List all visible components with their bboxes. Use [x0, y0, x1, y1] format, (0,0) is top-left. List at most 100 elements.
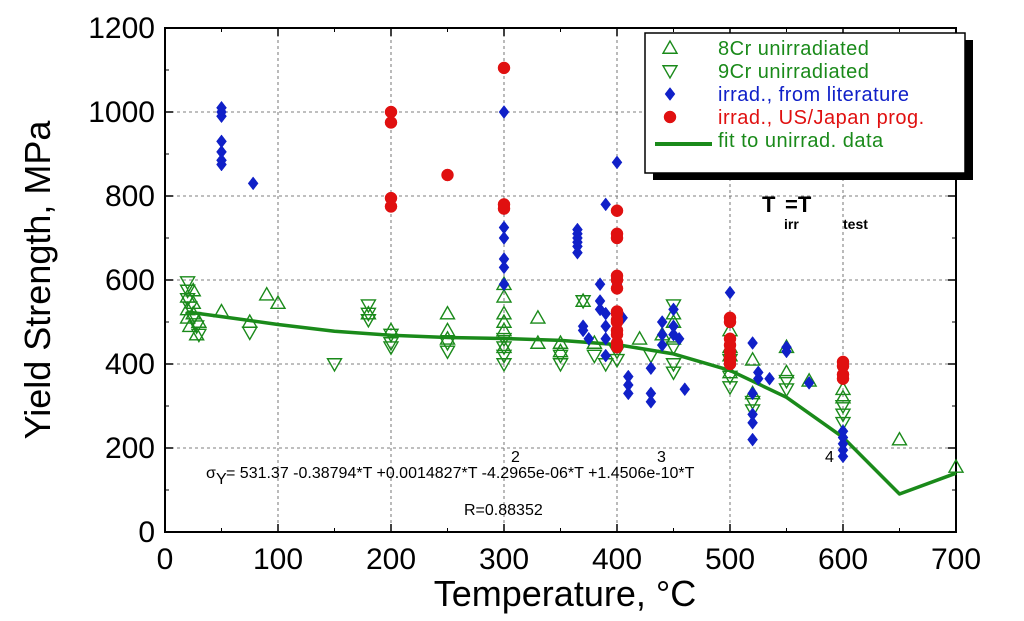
data-point-triangle-down [190, 328, 208, 344]
x-tick-label: 600 [818, 543, 868, 576]
data-point-diamond [656, 338, 668, 353]
data-point-triangle-up [665, 305, 682, 320]
legend-symbol-diamond [664, 87, 676, 101]
legend-label: fit to unirrad. data [718, 130, 884, 152]
data-point-triangle-down [665, 366, 682, 381]
data-point-triangle-up [439, 305, 456, 320]
fit-formula: σ Y = 531.37 -0.38794*T +0.0014827*T -4.… [206, 449, 834, 519]
data-point-triangle-up [439, 321, 456, 337]
y-tick-label: 1000 [88, 96, 155, 129]
data-point-triangle-down [188, 320, 205, 335]
data-point-circle [610, 282, 624, 295]
data-point-circle [384, 105, 398, 119]
data-point-triangle-up [834, 389, 852, 404]
y-axis-title: Yield Strength, MPa [17, 120, 58, 440]
data-point-circle [610, 340, 624, 354]
data-point-triangle-up [574, 292, 592, 307]
formula-exp-4: 4 [825, 449, 834, 466]
data-point-diamond [498, 105, 510, 119]
data-point-diamond [803, 375, 815, 390]
data-point-triangle-down [552, 349, 569, 365]
data-point-diamond [645, 361, 657, 376]
data-point-triangle-down [181, 301, 199, 316]
data-point-diamond [724, 285, 736, 300]
data-point-diamond [577, 323, 589, 338]
data-point-diamond [622, 386, 634, 401]
data-point-triangle-down [179, 276, 196, 291]
fit-line [187, 310, 957, 496]
data-point-diamond [600, 197, 612, 212]
data-point-diamond [498, 260, 510, 275]
data-point-triangle-down [574, 295, 592, 310]
data-point-diamond [216, 109, 227, 124]
data-point-triangle-up [495, 305, 513, 320]
data-point-circle [610, 231, 624, 245]
data-point-diamond [747, 336, 758, 350]
data-point-diamond [600, 331, 612, 346]
formula-exp-3: 3 [657, 449, 666, 466]
data-point-diamond [611, 155, 623, 170]
data-point-diamond [747, 386, 758, 401]
data-point-triangle-down [360, 313, 377, 329]
t-irr-main: T [762, 192, 776, 217]
data-point-triangle-up [744, 351, 761, 366]
data-point-triangle-down [834, 408, 852, 423]
data-point-triangle-down [439, 345, 456, 360]
legend-label: irrad., US/Japan prog. [718, 107, 925, 129]
data-point-triangle-down [382, 337, 400, 352]
y-tick-labels: 0 200 400 600 800 1000 1200 [88, 12, 155, 549]
data-point-triangle-down [326, 358, 343, 373]
data-point-triangle-up [834, 380, 852, 396]
data-point-triangle-up [947, 458, 965, 473]
data-point-triangle-down [360, 299, 377, 314]
data-point-diamond [572, 245, 583, 260]
data-point-diamond [216, 157, 227, 172]
y-tick-label: 0 [138, 516, 155, 549]
sigma-symbol: σ [206, 465, 216, 482]
data-point-triangle-up [552, 334, 569, 349]
data-point-circle [497, 202, 511, 215]
data-point-diamond [764, 371, 775, 386]
data-point-triangle-up [891, 431, 908, 446]
data-point-diamond [583, 331, 595, 346]
y-tick-label: 600 [105, 264, 155, 297]
r-value: R=0.88352 [464, 502, 543, 519]
sigma-subscript: Y [216, 471, 227, 488]
data-point-triangle-down [495, 358, 513, 373]
data-point-triangle-down [382, 328, 400, 344]
legend-label: 9Cr unirradiated [718, 61, 869, 83]
data-point-triangle-down [834, 416, 852, 432]
data-point-triangle-down [778, 383, 795, 398]
data-point-circle [836, 372, 850, 385]
data-point-circle [723, 315, 737, 329]
data-point-triangle-down [721, 370, 739, 386]
data-point-triangle-down [241, 326, 258, 341]
data-point-triangle-down [586, 349, 603, 365]
data-point-diamond [837, 449, 849, 464]
data-point-diamond [747, 415, 758, 430]
legend-symbol-triangle-up [661, 39, 679, 54]
x-tick-label: 100 [253, 543, 303, 576]
data-point-diamond [752, 371, 764, 386]
data-point-triangle-up [495, 313, 513, 328]
data-markers [179, 61, 965, 473]
t-irr-subscript: irr [784, 216, 799, 232]
data-point-diamond [781, 344, 792, 359]
data-point-triangle-up [778, 363, 795, 379]
y-tick-label: 200 [105, 432, 155, 465]
data-point-triangle-down [608, 353, 626, 369]
data-point-triangle-up [188, 326, 205, 341]
data-point-triangle-down [665, 299, 682, 314]
data-point-triangle-down [179, 284, 196, 299]
data-point-triangle-down [185, 311, 202, 327]
x-tick-label: 500 [705, 543, 755, 576]
fit-curve [187, 310, 957, 496]
data-point-diamond [747, 432, 758, 447]
data-point-circle [384, 116, 398, 129]
y-tick-label: 800 [105, 180, 155, 213]
data-point-triangle-down [439, 337, 456, 352]
data-point-triangle-down [495, 341, 513, 356]
data-point-triangle-up [631, 330, 648, 345]
